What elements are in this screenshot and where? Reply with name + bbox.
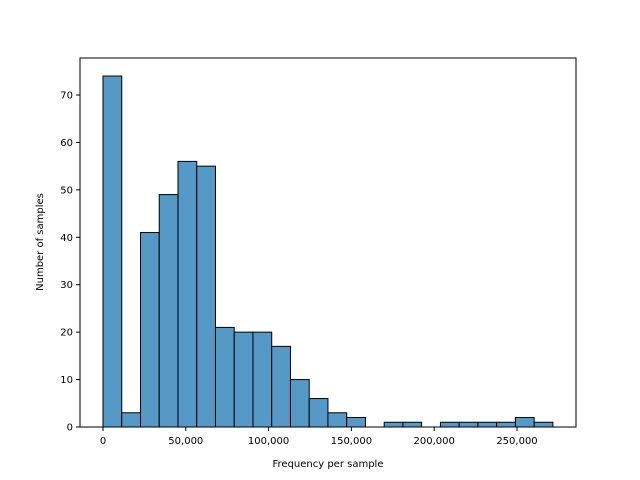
histogram-bar [139,232,160,428]
histogram-bar [233,331,254,428]
histogram-bar [439,421,460,428]
x-tick-label: 200,000 [414,436,455,447]
x-tick-label: 0 [100,436,106,447]
histogram-bar [477,421,498,428]
y-tick-label: 30 [60,280,73,291]
histogram-bar [346,417,366,428]
histogram-bar [177,160,198,428]
x-axis-ticks: 0 50,000 100,000 150,000 200,000 250,000 [100,427,538,447]
x-tick-label: 150,000 [331,436,372,447]
histogram-bar [121,412,141,428]
bars-group [102,75,554,428]
y-tick-label: 50 [60,185,73,196]
histogram-bar [214,326,235,428]
y-tick-label: 60 [60,138,73,149]
histogram-bar [458,421,479,428]
histogram-bar [308,398,329,428]
x-tick-label: 100,000 [248,436,289,447]
y-tick-label: 20 [60,328,73,339]
histogram-bar [271,345,291,428]
y-axis-ticks: 0 10 20 30 40 50 60 70 [60,90,80,434]
histogram-bar [383,421,404,428]
histogram-bar [196,165,216,428]
x-axis-label: Frequency per sample [273,459,384,470]
histogram-bar [533,421,554,428]
histogram-bar [158,194,179,428]
y-axis-label: Number of samples [35,193,46,291]
histogram-bar [102,75,123,428]
histogram-bar [327,412,348,428]
y-tick-label: 10 [60,375,73,386]
x-tick-label: 50,000 [168,436,203,447]
histogram-bar [402,421,423,428]
histogram-bar [289,379,310,428]
histogram-bar [514,417,535,428]
y-tick-label: 0 [67,423,73,434]
y-tick-label: 70 [60,90,73,101]
histogram-bar [496,421,516,428]
axes-frame [79,57,577,428]
histogram-bar [252,331,273,428]
y-tick-label: 40 [60,233,73,244]
x-tick-label: 250,000 [496,436,537,447]
